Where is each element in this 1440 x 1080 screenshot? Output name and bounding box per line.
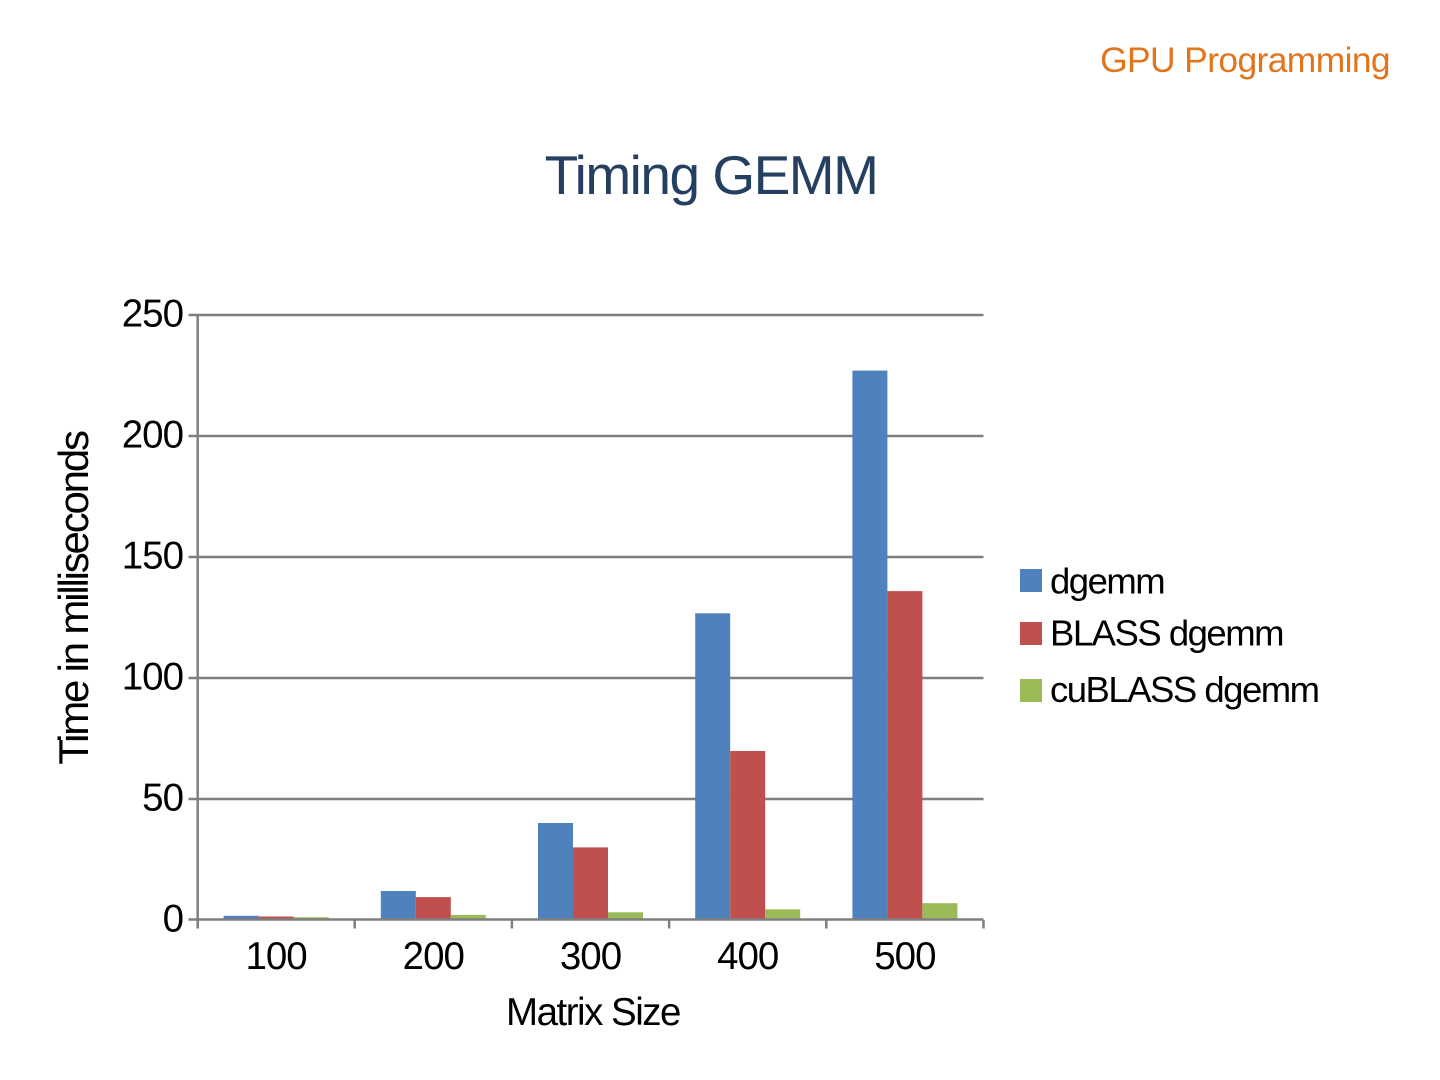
svg-text:200: 200	[122, 414, 183, 457]
svg-text:200: 200	[403, 935, 464, 978]
svg-text:GPU Programming: GPU Programming	[1100, 40, 1390, 80]
svg-text:250: 250	[122, 293, 183, 336]
svg-text:100: 100	[245, 935, 306, 978]
svg-text:Matrix Size: Matrix Size	[506, 991, 680, 1034]
svg-text:300: 300	[560, 935, 621, 978]
svg-text:500: 500	[874, 935, 935, 978]
svg-text:Timing GEMM: Timing GEMM	[545, 144, 878, 206]
svg-text:400: 400	[717, 935, 778, 978]
svg-text:150: 150	[122, 535, 183, 578]
svg-text:50: 50	[142, 777, 183, 820]
svg-text:dgemm: dgemm	[1050, 561, 1164, 602]
svg-text:0: 0	[163, 898, 183, 941]
svg-text:Time in milliseconds: Time in milliseconds	[50, 431, 97, 765]
svg-text:cuBLASS dgemm: cuBLASS dgemm	[1050, 669, 1319, 710]
svg-text:BLASS dgemm: BLASS dgemm	[1050, 613, 1283, 654]
svg-text:100: 100	[122, 656, 183, 699]
